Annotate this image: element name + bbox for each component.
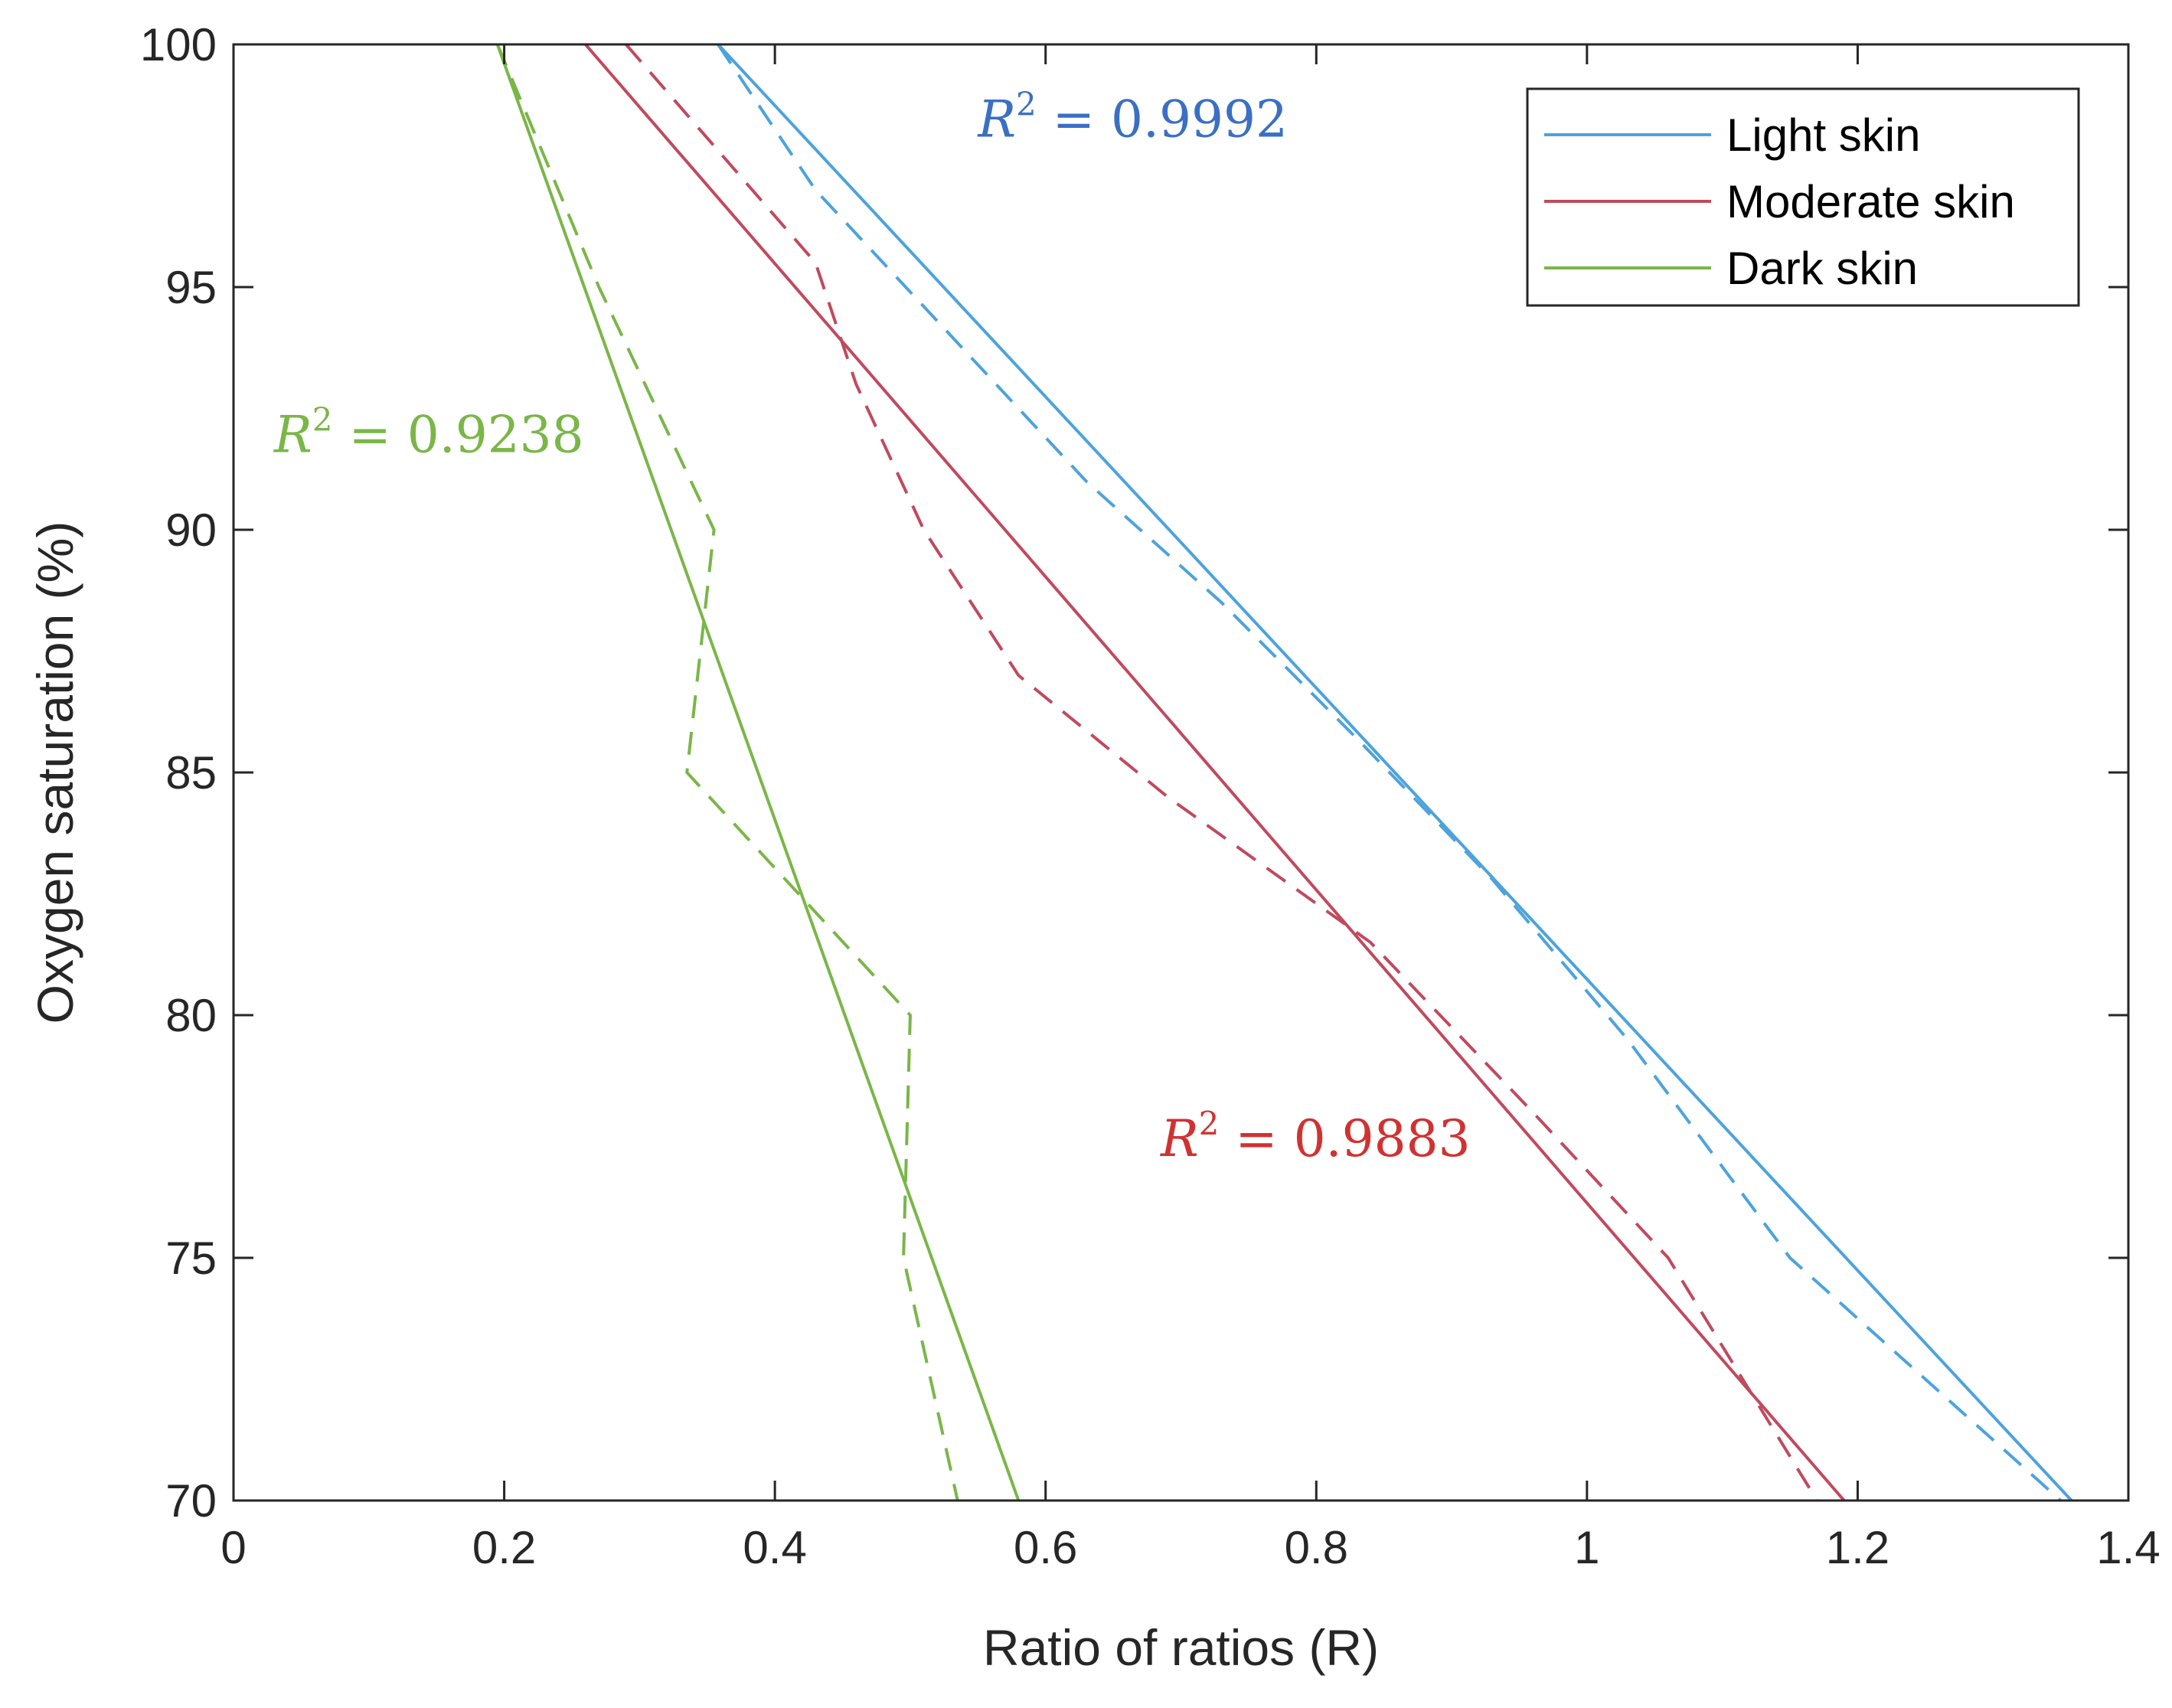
x-tick-label: 0.2 [472,1522,536,1573]
legend-label-dark-skin: Dark skin [1726,243,1918,294]
legend: Light skin Moderate skin Dark skin [1526,87,2080,307]
measured-line-light-skin [717,44,2062,1501]
y-tick-label: 100 [140,19,217,70]
tick-layer: 0 0.2 0.4 0.6 0.8 1 1.2 1.4 70 75 80 85 90 95 100 [140,19,2161,1573]
x-axis-title: Ratio of ratios (R) [983,1619,1379,1676]
x-tick-label: 1.4 [2096,1522,2160,1573]
y-axis-title: Oxygen saturation (%) [27,521,83,1024]
x-tick-label: 0.4 [743,1522,806,1573]
x-tick-label: 0 [220,1522,246,1573]
y-tick-label: 70 [165,1475,217,1527]
x-tick-label: 1 [1574,1522,1599,1573]
x-tick-label: 0.6 [1014,1522,1077,1573]
y-tick-label: 85 [165,747,217,798]
series-layer [495,44,2073,1501]
y-tick-label: 80 [165,990,217,1041]
fit-line-light-skin [717,44,2073,1501]
annotation-layer: R2 = 0.9992 R2 = 0.9883 R2 = 0.9238 [273,85,1471,1168]
legend-label-light-skin: Light skin [1726,109,1920,161]
y-tick-label: 90 [165,505,217,556]
r2-label-dark-skin: R2 = 0.9238 [273,401,584,465]
y-tick-label: 75 [165,1233,217,1284]
fit-line-moderate-skin [584,44,1846,1501]
r2-label-light-skin: R2 = 0.9992 [977,85,1288,149]
fit-line-dark-skin [495,44,1021,1501]
x-tick-label: 0.8 [1285,1522,1348,1573]
legend-label-moderate-skin: Moderate skin [1726,176,2015,227]
measured-line-moderate-skin [625,44,1819,1501]
measured-line-dark-skin [495,44,959,1501]
x-tick-label: 1.2 [1826,1522,1889,1573]
r2-label-moderate-skin: R2 = 0.9883 [1160,1105,1471,1168]
y-tick-label: 95 [165,262,217,313]
